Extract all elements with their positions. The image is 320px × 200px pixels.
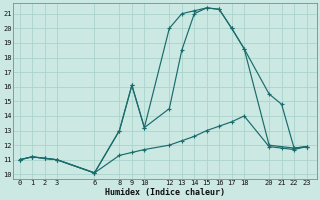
X-axis label: Humidex (Indice chaleur): Humidex (Indice chaleur) [105, 188, 225, 197]
